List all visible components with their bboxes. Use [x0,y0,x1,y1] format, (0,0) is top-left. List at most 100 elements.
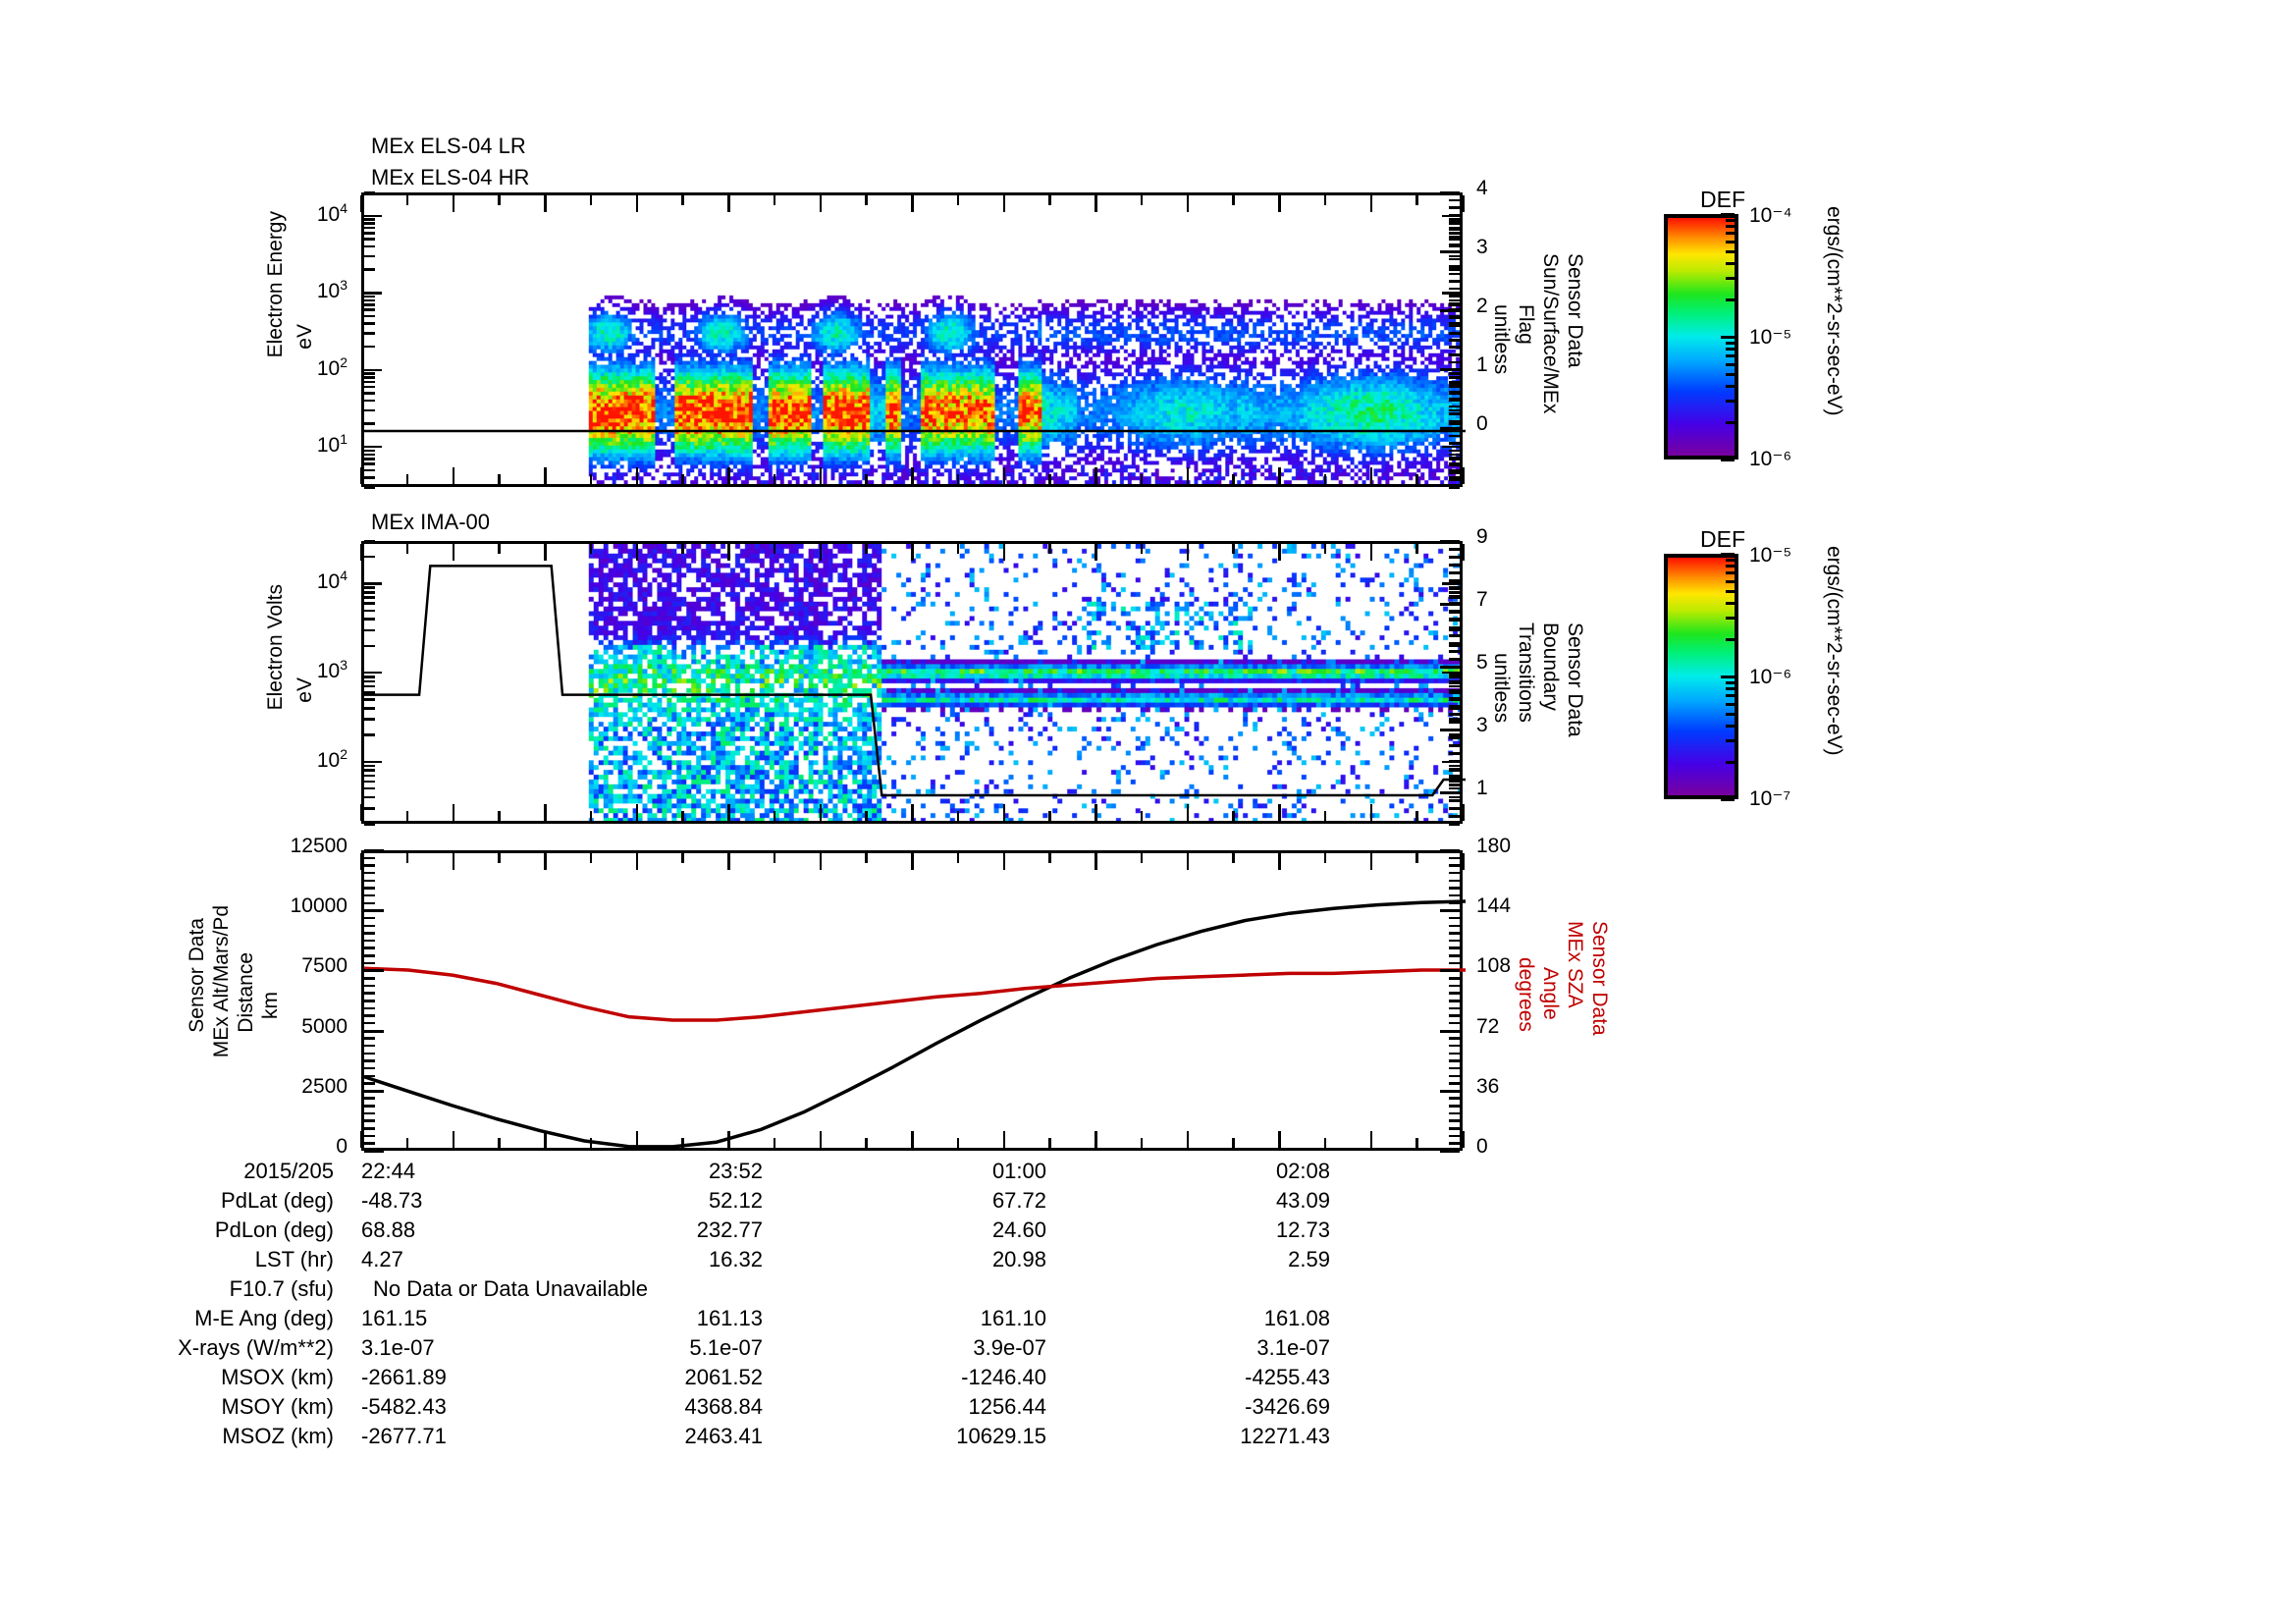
tick-mark [1449,412,1460,415]
tick-mark [1232,811,1235,821]
tick-mark [364,864,375,867]
tick-mark [364,879,375,883]
tick-mark [364,786,375,790]
tick-mark [364,314,375,318]
tick-mark [1449,372,1460,375]
panel1-right-axis-label-l1: Sensor Data [1564,253,1587,368]
tick-mark [1449,689,1460,692]
tick-mark [1440,909,1460,913]
tick-mark [589,853,593,863]
tick-mark [911,1131,914,1148]
panel2-spectrogram-canvas [364,544,1460,821]
tick-mark [1323,544,1327,554]
tick-mark [364,1142,375,1145]
tick-mark [1232,1138,1235,1148]
tick-mark [364,1037,375,1040]
tick-mark [1721,798,1735,801]
tick-mark [364,555,375,559]
tick-mark [544,544,547,561]
tick-mark [1440,666,1460,669]
tick-mark [1095,195,1097,212]
tick-mark [1449,887,1460,890]
tick-mark [911,195,914,212]
tick-mark [1440,250,1460,253]
tick-mark [1323,1138,1327,1148]
tick-mark [1449,776,1460,779]
tick-mark [1449,324,1460,327]
table-cell: 24.60 [991,1217,1046,1242]
tick-mark [1449,992,1460,995]
tick-mark [1449,681,1460,684]
tick-mark [452,1131,454,1148]
tick-mark [1140,1138,1144,1148]
axis-tick-label: 1 [1476,353,1488,376]
table-cell: 161.08 [1263,1306,1330,1330]
tick-mark [1449,626,1460,629]
table-cell: 161.10 [980,1306,1046,1330]
tick-mark [1726,680,1735,684]
tick-mark [1726,589,1735,593]
table-cell: -4255.43 [1245,1365,1330,1389]
table-cell: 23:52 [708,1159,763,1183]
tick-mark [544,1131,547,1148]
tick-mark [498,853,501,863]
table-cell: 16.32 [708,1247,763,1271]
tick-mark [1449,642,1460,645]
tick-mark [364,807,375,810]
tick-mark [1449,1000,1460,1002]
tick-mark [1095,853,1097,870]
tick-mark [364,977,375,980]
tick-mark [364,238,375,241]
panel3-right-axis-label-l4: degrees [1515,957,1538,1032]
tick-mark [681,544,684,554]
table-cell: -5482.43 [361,1394,447,1419]
tick-mark [364,947,375,949]
tick-mark [498,195,501,205]
tick-mark [1186,1131,1189,1148]
tick-mark [1726,579,1735,583]
tick-mark [364,385,375,389]
tick-mark [364,232,375,235]
tick-mark [1726,694,1735,698]
axis-tick-label: 0 [336,1135,347,1158]
tick-mark [1095,804,1097,821]
table-cell: -2661.89 [361,1365,447,1389]
tick-mark [1449,383,1460,386]
axis-tick-label: 7 [1476,588,1488,611]
tick-mark [364,1059,375,1062]
table-cell: 2.59 [1288,1247,1330,1271]
tick-mark [405,1138,409,1148]
tick-mark [1449,768,1460,771]
tick-mark [364,1074,375,1077]
tick-mark [364,924,375,927]
tick-mark [1095,467,1097,484]
tick-mark [1442,292,1460,295]
panel3-left-axis-label-l3: Distance [235,952,257,1033]
tick-mark [364,618,375,621]
tick-mark [1440,729,1460,731]
tick-mark [364,733,375,736]
tick-mark [1415,853,1418,863]
colorbar1-units: ergs/(cm**2-sr-sec-eV) [1823,206,1846,416]
panel1-electron-energy-spectrogram[interactable] [361,192,1466,487]
table-cell: 232.77 [696,1217,763,1242]
tick-mark [1232,474,1235,484]
tick-mark [1095,1131,1097,1148]
tick-mark [364,856,375,860]
tick-mark [1140,811,1144,821]
tick-mark [727,467,730,484]
panel3-altitude-sza-plot[interactable] [361,850,1466,1151]
panel2-ion-spectrogram[interactable] [361,541,1466,824]
tick-mark [364,1052,375,1055]
tick-mark [405,544,409,554]
table-row-label: PdLon (deg) [214,1217,334,1242]
tick-mark [1449,807,1460,810]
tick-mark [364,591,375,594]
panel2-right-axis-label-l2: Boundary [1539,622,1563,711]
tick-mark [1449,591,1460,594]
tick-mark [364,1029,384,1033]
tick-mark [1449,780,1460,784]
tick-mark [1726,558,1735,562]
tick-mark [773,544,776,554]
tick-mark [1449,893,1460,897]
